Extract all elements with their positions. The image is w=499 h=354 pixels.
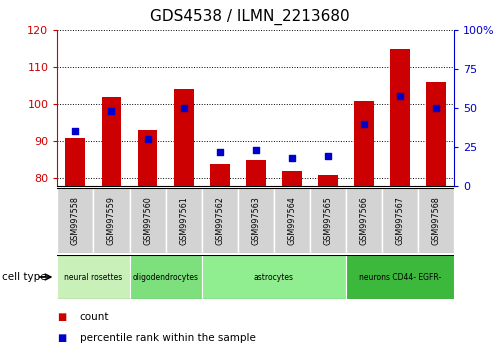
Bar <box>274 188 310 253</box>
Text: neural rosettes: neural rosettes <box>64 273 123 281</box>
Text: GSM997563: GSM997563 <box>251 196 260 245</box>
Bar <box>93 188 130 253</box>
Bar <box>210 164 230 186</box>
Text: oligodendrocytes: oligodendrocytes <box>133 273 199 281</box>
Bar <box>282 171 302 186</box>
Text: cell type: cell type <box>2 272 47 282</box>
Bar <box>130 188 166 253</box>
Bar <box>102 97 121 186</box>
Bar <box>318 175 338 186</box>
Bar <box>130 255 202 299</box>
Text: GSM997561: GSM997561 <box>179 196 188 245</box>
Text: GSM997560: GSM997560 <box>143 196 152 245</box>
Point <box>288 155 296 161</box>
Text: count: count <box>80 312 109 322</box>
Point <box>432 105 440 111</box>
Point <box>360 121 368 126</box>
Text: ■: ■ <box>57 312 67 322</box>
Bar <box>246 160 265 186</box>
Bar <box>310 188 346 253</box>
Point <box>251 147 259 153</box>
Bar <box>166 188 202 253</box>
Text: GSM997568: GSM997568 <box>432 196 441 245</box>
Bar <box>390 48 410 186</box>
Bar <box>65 138 85 186</box>
Bar <box>57 255 130 299</box>
Bar <box>238 188 274 253</box>
Bar <box>418 188 454 253</box>
Point <box>107 108 115 114</box>
Text: GSM997566: GSM997566 <box>359 196 368 245</box>
Text: neurons CD44- EGFR-: neurons CD44- EGFR- <box>359 273 441 281</box>
Text: ■: ■ <box>57 333 67 343</box>
Point <box>216 149 224 154</box>
Text: GSM997558: GSM997558 <box>71 196 80 245</box>
Point <box>324 153 332 159</box>
Bar <box>382 188 418 253</box>
Text: percentile rank within the sample: percentile rank within the sample <box>80 333 255 343</box>
Point <box>180 105 188 111</box>
Text: GSM997564: GSM997564 <box>287 196 296 245</box>
Point <box>396 93 404 98</box>
Bar <box>346 255 454 299</box>
Text: GDS4538 / ILMN_2213680: GDS4538 / ILMN_2213680 <box>150 9 349 25</box>
Point <box>144 136 152 142</box>
Bar <box>354 101 374 186</box>
Bar <box>426 82 446 186</box>
Text: astrocytes: astrocytes <box>254 273 294 281</box>
Bar <box>202 255 346 299</box>
Bar <box>138 130 158 186</box>
Bar <box>174 90 194 186</box>
Text: GSM997559: GSM997559 <box>107 196 116 245</box>
Bar <box>202 188 238 253</box>
Text: GSM997567: GSM997567 <box>396 196 405 245</box>
Text: GSM997565: GSM997565 <box>323 196 332 245</box>
Text: GSM997562: GSM997562 <box>215 196 224 245</box>
Point <box>71 129 79 134</box>
Bar <box>57 188 93 253</box>
Bar <box>346 188 382 253</box>
